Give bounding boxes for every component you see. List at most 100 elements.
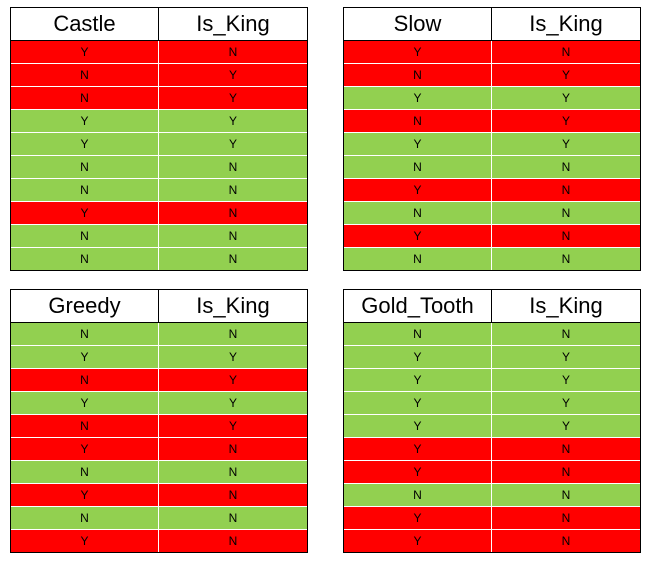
- target-cell: N: [158, 460, 308, 484]
- target-cell: Y: [491, 368, 641, 392]
- header-row: Slow Is_King: [343, 7, 641, 41]
- feature-cell: Y: [10, 109, 159, 133]
- feature-cell: Y: [343, 506, 492, 530]
- feature-cell: Y: [10, 529, 159, 553]
- target-cell: Y: [158, 345, 308, 369]
- target-cell: N: [491, 437, 641, 461]
- target-header: Is_King: [491, 289, 641, 323]
- target-cell: N: [158, 155, 308, 179]
- target-cell: N: [158, 247, 308, 271]
- feature-cell: N: [343, 63, 492, 87]
- target-cell: N: [491, 247, 641, 271]
- feature-cell: Y: [343, 132, 492, 156]
- feature-cell: Y: [10, 132, 159, 156]
- target-cell: N: [491, 201, 641, 225]
- target-header: Is_King: [158, 289, 308, 323]
- target-cell: Y: [491, 345, 641, 369]
- target-cell: Y: [158, 63, 308, 87]
- target-cell: N: [158, 322, 308, 346]
- feature-cell: N: [343, 322, 492, 346]
- target-cell: N: [158, 224, 308, 248]
- header-row: Gold_Tooth Is_King: [343, 289, 641, 323]
- target-cell: N: [491, 178, 641, 202]
- feature-cell: Y: [343, 345, 492, 369]
- feature-header: Greedy: [10, 289, 159, 323]
- feature-header: Castle: [10, 7, 159, 41]
- feature-cell: N: [10, 155, 159, 179]
- header-row: Castle Is_King: [10, 7, 308, 41]
- feature-cell: Y: [343, 40, 492, 64]
- target-cell: N: [158, 201, 308, 225]
- target-cell: Y: [158, 368, 308, 392]
- target-cell: N: [158, 506, 308, 530]
- feature-cell: N: [10, 460, 159, 484]
- feature-cell: N: [343, 483, 492, 507]
- target-cell: Y: [491, 132, 641, 156]
- target-cell: N: [158, 40, 308, 64]
- feature-cell: N: [343, 109, 492, 133]
- target-cell: N: [491, 155, 641, 179]
- target-cell: Y: [158, 414, 308, 438]
- target-cell: N: [158, 178, 308, 202]
- target-cell: Y: [491, 86, 641, 110]
- feature-header: Slow: [343, 7, 492, 41]
- target-cell: N: [158, 437, 308, 461]
- feature-header: Gold_Tooth: [343, 289, 492, 323]
- feature-cell: N: [10, 506, 159, 530]
- header-row: Greedy Is_King: [10, 289, 308, 323]
- feature-cell: Y: [10, 345, 159, 369]
- feature-cell: Y: [343, 391, 492, 415]
- target-cell: Y: [491, 63, 641, 87]
- target-cell: Y: [158, 132, 308, 156]
- target-cell: N: [158, 529, 308, 553]
- target-cell: Y: [491, 391, 641, 415]
- target-cell: Y: [158, 109, 308, 133]
- feature-cell: N: [343, 247, 492, 271]
- target-cell: N: [491, 506, 641, 530]
- feature-cell: N: [343, 201, 492, 225]
- target-header: Is_King: [491, 7, 641, 41]
- feature-cell: Y: [10, 483, 159, 507]
- feature-cell: Y: [343, 224, 492, 248]
- target-cell: Y: [158, 86, 308, 110]
- feature-cell: N: [10, 63, 159, 87]
- target-header: Is_King: [158, 7, 308, 41]
- target-cell: Y: [491, 414, 641, 438]
- feature-cell: N: [10, 414, 159, 438]
